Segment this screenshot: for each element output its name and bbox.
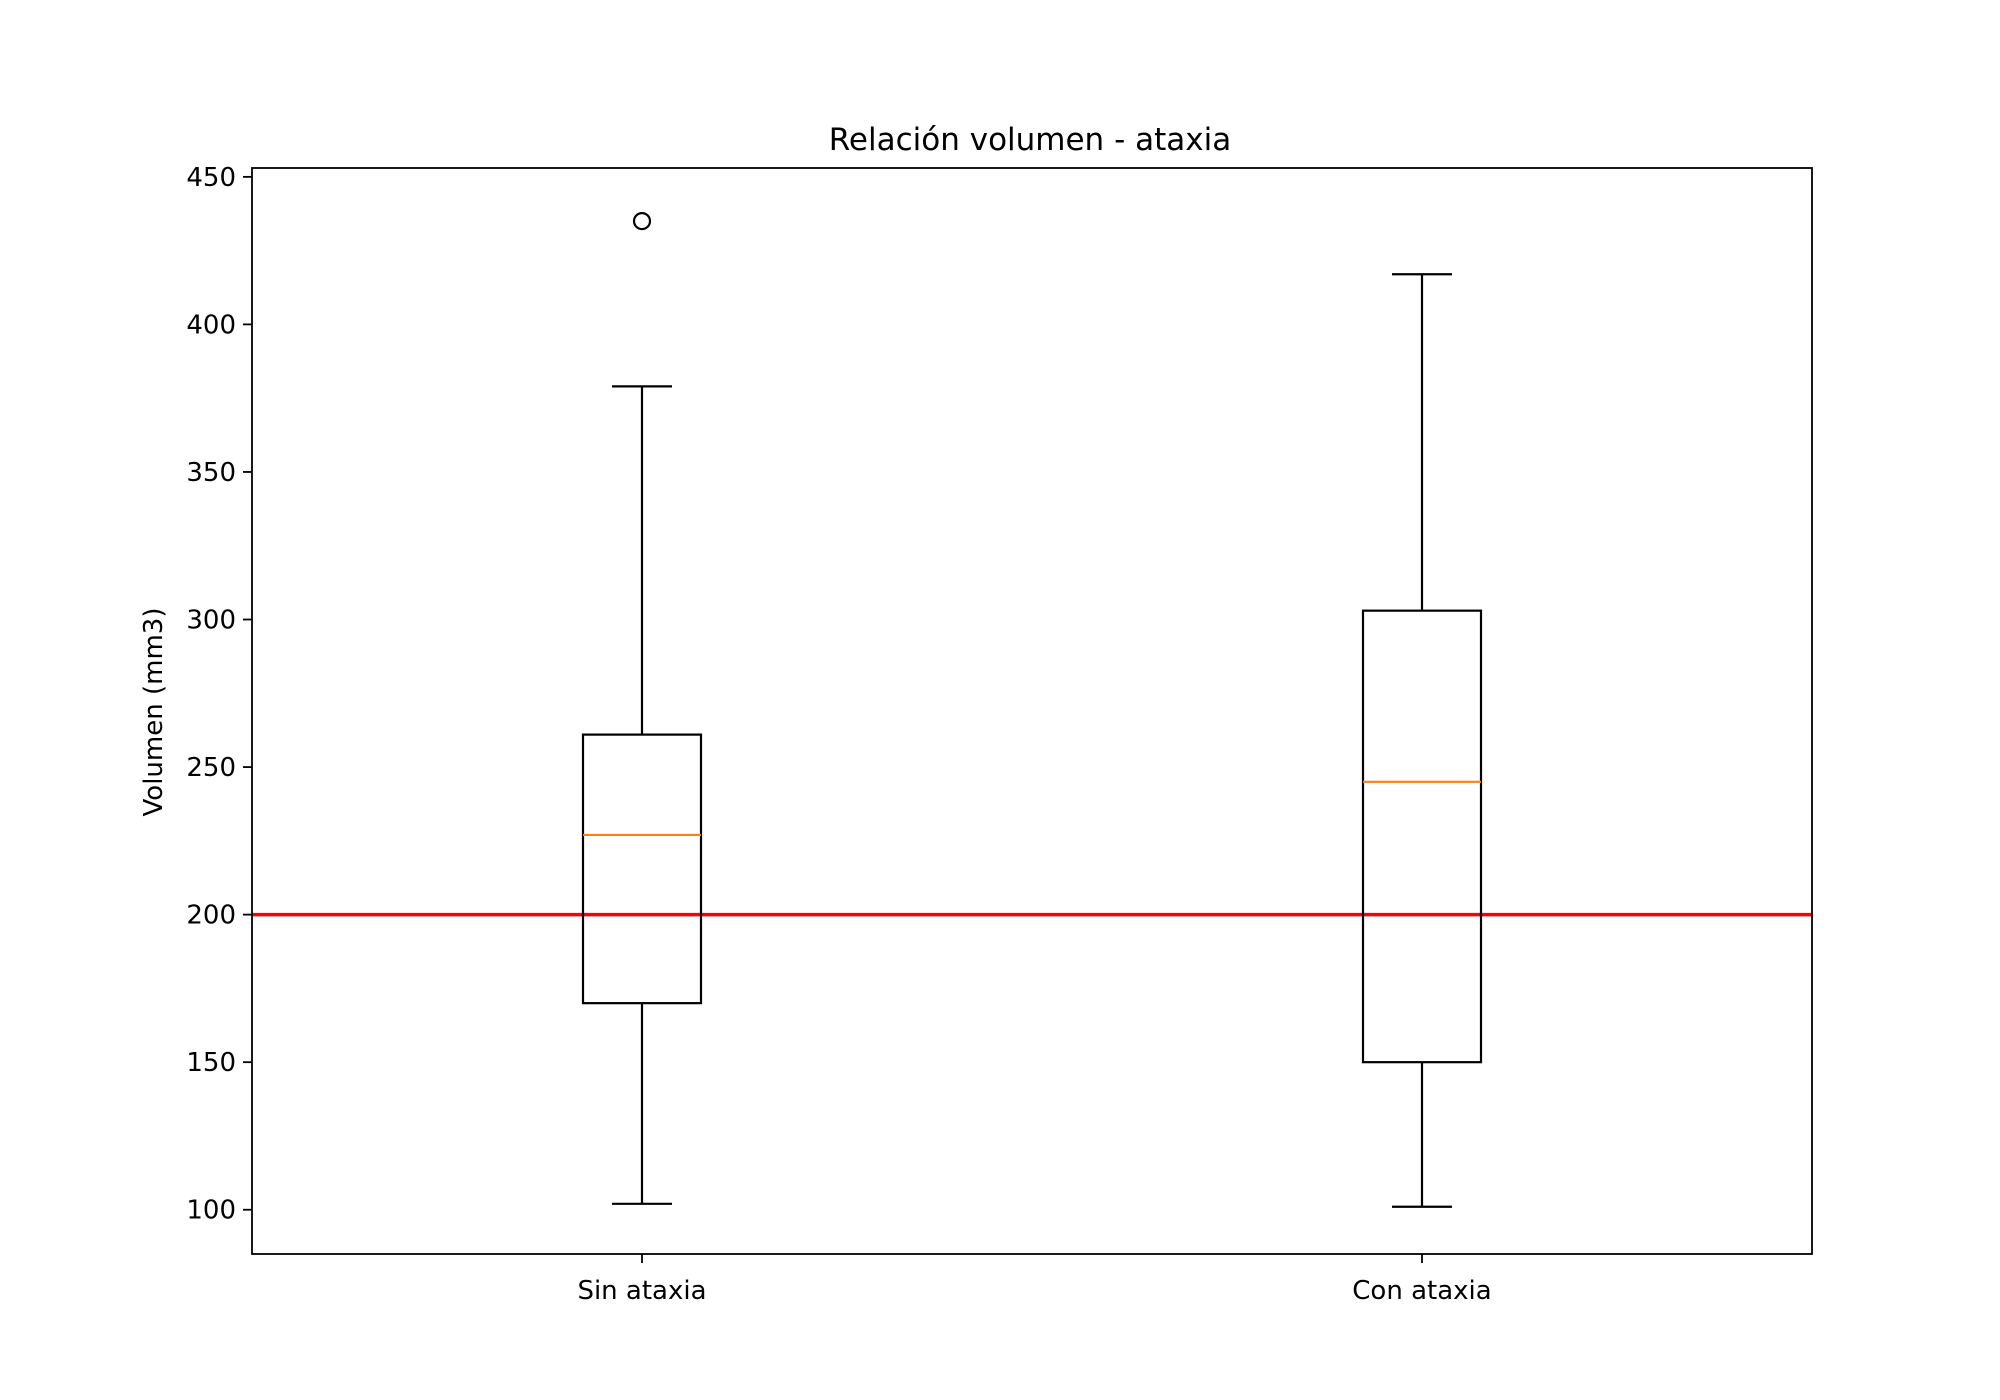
y-tick-label: 350 — [186, 458, 236, 488]
iqr-box — [581, 733, 703, 1005]
x-tick-label: Con ataxia — [1352, 1276, 1491, 1306]
y-tick-label: 250 — [186, 753, 236, 783]
y-tick-label: 100 — [186, 1196, 236, 1226]
y-tick-label: 400 — [186, 310, 236, 340]
box-group — [581, 212, 703, 1205]
iqr-box — [1361, 609, 1483, 1064]
y-tick-label: 300 — [186, 606, 236, 636]
y-axis-title: Volumen (mm3) — [139, 608, 169, 817]
chart-title: Relación volumen - ataxia — [829, 122, 1231, 158]
box-layer — [581, 212, 1483, 1208]
plot-frame — [251, 167, 1813, 1255]
y-tick-label: 450 — [186, 163, 236, 193]
x-tick-label: Sin ataxia — [577, 1276, 706, 1306]
y-tick-label: 150 — [186, 1048, 236, 1078]
y-axis-ticks: 100 150 200 250 300 350 400 450 — [186, 163, 252, 1226]
outlier-point — [632, 212, 652, 231]
x-axis-ticks: Sin ataxia Con ataxia — [577, 1254, 1492, 1306]
box-group — [1361, 273, 1483, 1208]
y-tick-label: 200 — [186, 901, 236, 931]
